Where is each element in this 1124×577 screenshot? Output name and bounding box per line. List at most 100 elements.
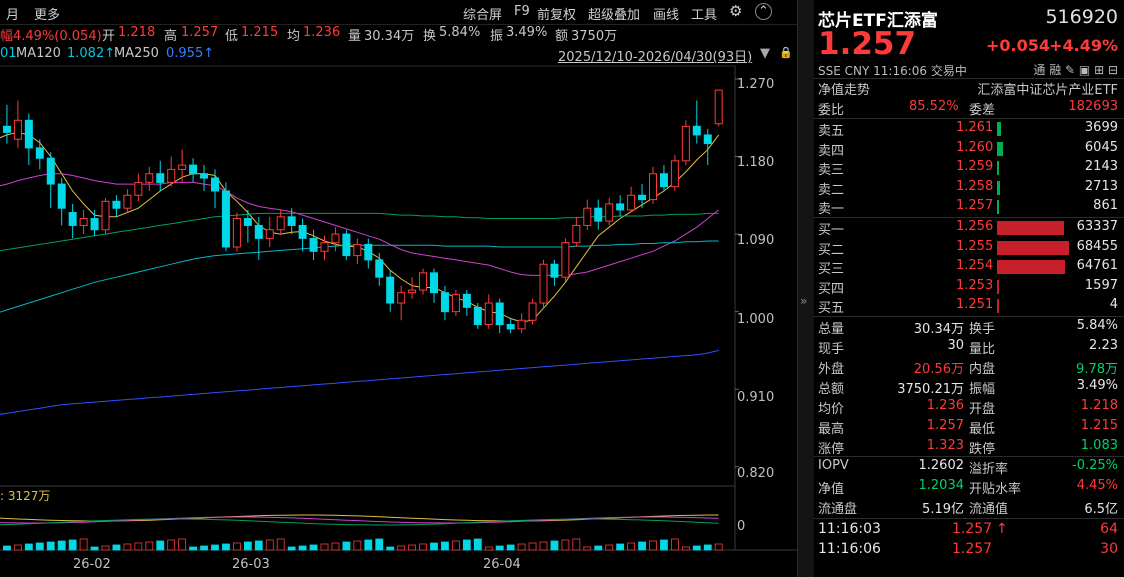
candle-body[interactable] <box>254 224 263 239</box>
candle-body[interactable] <box>79 218 88 226</box>
candle-body[interactable] <box>353 243 362 257</box>
ask-row[interactable]: 卖一 1.257 861 <box>814 197 1124 217</box>
candle-body[interactable] <box>342 233 351 257</box>
candle-body[interactable] <box>594 207 603 222</box>
volume-bar <box>517 543 526 551</box>
up-arrow-icon[interactable]: ⌃ <box>755 3 772 20</box>
candle-body[interactable] <box>386 276 395 304</box>
candle-body[interactable] <box>134 181 143 196</box>
quote-tools[interactable]: 通 融 ✎ ▣ ⊞ ⊟ <box>1033 63 1118 77</box>
candle-body[interactable] <box>309 237 318 252</box>
candle-body[interactable] <box>364 243 373 261</box>
candle-body[interactable] <box>375 259 384 278</box>
candle-body[interactable] <box>419 272 428 291</box>
bid-row[interactable]: 买二 1.255 68455 <box>814 238 1124 258</box>
ask-row[interactable]: 卖五 1.261 3699 <box>814 119 1124 139</box>
candle-body[interactable] <box>605 203 614 222</box>
volume-bar <box>419 543 427 551</box>
candle-body[interactable] <box>156 173 165 183</box>
kline-chart-pane[interactable]: 月 更多 综合屏 F9 前复权 超级叠加 画线 工具 ⚙ ⌃ 幅4.49%(0.… <box>0 0 797 577</box>
candle-body[interactable] <box>2 125 11 133</box>
candle-body[interactable] <box>495 302 504 326</box>
bid-row[interactable]: 买四 1.253 1597 <box>814 277 1124 297</box>
ma250-value: 0.955↑ <box>166 46 215 61</box>
candle-body[interactable] <box>320 242 329 252</box>
candle-body[interactable] <box>232 218 241 248</box>
candle-body[interactable] <box>123 194 132 209</box>
candle-body[interactable] <box>627 194 636 211</box>
candle-body[interactable] <box>659 173 668 188</box>
more-menu[interactable]: 更多 <box>34 8 61 23</box>
candle-body[interactable] <box>101 200 110 231</box>
ask-row[interactable]: 卖四 1.260 6045 <box>814 139 1124 159</box>
draw-line-button[interactable]: 画线 <box>653 8 680 23</box>
candle-body[interactable] <box>506 324 515 330</box>
collapse-arrow-icon[interactable]: » <box>800 294 808 308</box>
candle-body[interactable] <box>200 173 209 179</box>
candle-body[interactable] <box>243 218 252 226</box>
candle-body[interactable] <box>462 293 471 308</box>
candle-body[interactable] <box>211 177 219 192</box>
candle-body[interactable] <box>167 168 176 183</box>
candle-body[interactable] <box>440 292 449 313</box>
forward-adjust-button[interactable]: 前复权 <box>537 8 577 23</box>
candle-body[interactable] <box>539 263 548 304</box>
candle-body[interactable] <box>583 207 592 226</box>
bid-row[interactable]: 买三 1.254 64761 <box>814 257 1124 277</box>
candle-body[interactable] <box>572 224 581 244</box>
pane-divider[interactable] <box>797 0 815 577</box>
candle-body[interactable] <box>13 119 22 140</box>
bid-row[interactable]: 买五 1.251 4 <box>814 296 1124 316</box>
candle-body[interactable] <box>46 157 55 185</box>
candle-body[interactable] <box>276 216 285 231</box>
candle-body[interactable] <box>408 289 417 294</box>
tab-month[interactable]: 月 <box>6 8 20 23</box>
candle-body[interactable] <box>178 164 187 170</box>
candle-body[interactable] <box>265 229 274 239</box>
candle-body[interactable] <box>68 212 77 226</box>
candle-body[interactable] <box>616 203 625 211</box>
stat-row: 涨停 1.323 跌停 1.083 <box>814 437 1124 457</box>
date-range-selector[interactable]: 2025/12/10-2026/04/30(93日) <box>558 50 753 65</box>
candle-body[interactable] <box>703 134 712 145</box>
candle-body[interactable] <box>473 306 482 326</box>
gear-icon[interactable]: ⚙ <box>729 2 743 20</box>
candle-body[interactable] <box>484 302 493 326</box>
candle-body[interactable] <box>692 125 701 136</box>
candle-body[interactable] <box>145 173 154 183</box>
tab-composite-screen[interactable]: 综合屏 <box>463 8 503 23</box>
nav-trend-row[interactable]: 净值走势 汇添富中证芯片产业ETF <box>814 78 1124 98</box>
candle-body[interactable] <box>397 292 406 304</box>
candle-body[interactable] <box>638 194 647 201</box>
candle-body[interactable] <box>189 164 198 175</box>
candle-body[interactable] <box>112 200 121 209</box>
candle-body[interactable] <box>528 302 537 321</box>
ask-row[interactable]: 卖二 1.258 2713 <box>814 178 1124 198</box>
candle-body[interactable] <box>517 319 526 330</box>
candle-body[interactable] <box>24 119 33 149</box>
candle-body[interactable] <box>451 293 460 313</box>
candle-body[interactable] <box>430 272 438 294</box>
candle-body[interactable] <box>35 147 44 159</box>
candle-body[interactable] <box>561 242 570 278</box>
f9-button[interactable]: F9 <box>514 4 530 19</box>
candle-body[interactable] <box>714 89 723 125</box>
tools-button[interactable]: 工具 <box>691 8 718 23</box>
candle-body[interactable] <box>57 183 66 209</box>
range-dropdown-icon[interactable]: ▼ <box>760 46 770 61</box>
candle-body[interactable] <box>550 263 559 278</box>
candle-body[interactable] <box>298 224 307 239</box>
candle-body[interactable] <box>221 190 230 248</box>
candle-body[interactable] <box>649 173 657 201</box>
candle-body[interactable] <box>331 233 340 244</box>
super-overlay-button[interactable]: 超级叠加 <box>588 8 641 23</box>
lock-icon[interactable]: 🔒 <box>779 46 793 59</box>
nav-trend-link[interactable]: 净值走势 <box>818 83 871 98</box>
ask-row[interactable]: 卖三 1.259 2143 <box>814 158 1124 178</box>
candle-body[interactable] <box>681 125 690 162</box>
candle-body[interactable] <box>287 216 296 226</box>
kline-plot[interactable] <box>0 0 797 577</box>
candle-body[interactable] <box>90 218 99 231</box>
bid-row[interactable]: 买一 1.256 63337 <box>814 218 1124 238</box>
candle-body[interactable] <box>670 160 679 188</box>
